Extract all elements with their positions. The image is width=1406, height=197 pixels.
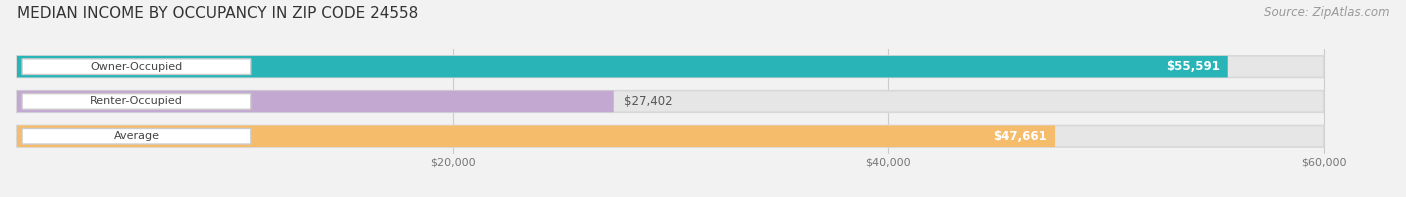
- FancyBboxPatch shape: [17, 125, 1054, 147]
- Text: MEDIAN INCOME BY OCCUPANCY IN ZIP CODE 24558: MEDIAN INCOME BY OCCUPANCY IN ZIP CODE 2…: [17, 6, 418, 21]
- FancyBboxPatch shape: [17, 91, 1324, 112]
- FancyBboxPatch shape: [17, 91, 614, 112]
- FancyBboxPatch shape: [22, 59, 250, 74]
- Text: Source: ZipAtlas.com: Source: ZipAtlas.com: [1264, 6, 1389, 19]
- Text: $55,591: $55,591: [1166, 60, 1220, 73]
- FancyBboxPatch shape: [22, 128, 250, 144]
- Text: Renter-Occupied: Renter-Occupied: [90, 97, 183, 106]
- Text: $27,402: $27,402: [624, 95, 673, 108]
- FancyBboxPatch shape: [17, 125, 1324, 147]
- Text: Owner-Occupied: Owner-Occupied: [90, 62, 183, 72]
- Text: $47,661: $47,661: [994, 130, 1047, 143]
- FancyBboxPatch shape: [17, 56, 1324, 77]
- FancyBboxPatch shape: [22, 94, 250, 109]
- FancyBboxPatch shape: [17, 56, 1227, 77]
- Text: Average: Average: [114, 131, 159, 141]
